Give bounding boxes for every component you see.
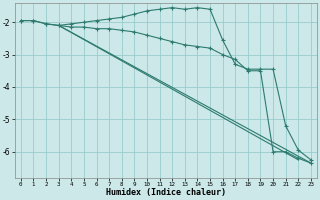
X-axis label: Humidex (Indice chaleur): Humidex (Indice chaleur) <box>106 188 226 197</box>
